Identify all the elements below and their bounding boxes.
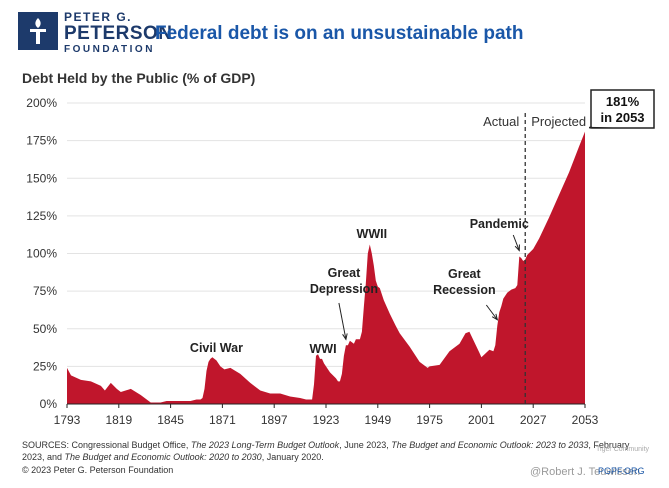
- x-tick-label: 2027: [520, 413, 547, 427]
- source-3-title: The Budget and Economic Outlook: 2020 to…: [64, 452, 262, 462]
- y-tick-label: 200%: [26, 96, 57, 110]
- copyright: © 2023 Peter G. Peterson Foundation: [22, 465, 174, 475]
- projected-label: Projected: [531, 114, 586, 129]
- event-arrow-line: [512, 234, 520, 251]
- callout-year: in 2053: [600, 110, 644, 125]
- event-label: WWI: [309, 342, 336, 356]
- x-tick-label: 2053: [572, 413, 599, 427]
- y-tick-label: 150%: [26, 171, 57, 185]
- event-arrow-line: [485, 304, 498, 321]
- event-arrow-head: [514, 244, 520, 252]
- foundation-logo: [18, 12, 58, 50]
- sources-prefix: SOURCES: Congressional Budget Office,: [22, 440, 191, 450]
- y-tick-label: 0%: [40, 397, 58, 411]
- sources-suffix: , January 2020.: [261, 452, 324, 462]
- event-label: Recession: [433, 283, 496, 297]
- x-tick-label: 1923: [313, 413, 340, 427]
- event-label: Civil War: [190, 341, 243, 355]
- org-name: PETER G. PETERSON FOUNDATION: [64, 11, 173, 55]
- y-tick-label: 50%: [33, 322, 57, 336]
- y-tick-label: 25%: [33, 359, 57, 373]
- torch-handle-icon: [36, 32, 40, 44]
- x-tick-label: 1845: [157, 413, 184, 427]
- watermark-community: Tiger Community: [596, 446, 650, 453]
- chart-title: Debt Held by the Public (% of GDP): [22, 70, 256, 86]
- event-arrow-line: [338, 302, 347, 340]
- y-tick-label: 175%: [26, 134, 57, 148]
- page-title: Federal debt is on an unsustainable path: [155, 23, 524, 44]
- x-tick-label: 1975: [416, 413, 443, 427]
- sources-mid2: , February 2023, and: [22, 440, 630, 462]
- source-1-title: The 2023 Long-Term Budget Outlook: [190, 440, 340, 450]
- event-arrow-head: [491, 313, 499, 321]
- x-tick-label: 1871: [209, 413, 236, 427]
- org-line3: FOUNDATION: [64, 44, 155, 55]
- x-tick-label: 1897: [261, 413, 288, 427]
- x-tick-label: 1949: [364, 413, 391, 427]
- y-tick-label: 100%: [26, 247, 57, 261]
- watermark-author: @Robert J. Teuwissen: [530, 466, 641, 478]
- event-label: Pandemic: [470, 217, 529, 231]
- callout-box: [588, 89, 655, 129]
- event-arrow-head: [342, 333, 348, 341]
- event-label: Depression: [310, 282, 378, 296]
- website-link[interactable]: PGPF.ORG: [598, 466, 645, 476]
- event-label: Great: [328, 266, 361, 280]
- org-line1: PETER G.: [64, 10, 133, 24]
- y-tick-label: 125%: [26, 209, 57, 223]
- callout-value: 181%: [606, 94, 640, 109]
- x-tick-label: 1819: [105, 413, 132, 427]
- sources-note: SOURCES: Congressional Budget Office, Th…: [22, 439, 652, 463]
- y-tick-label: 75%: [33, 284, 57, 298]
- torch-flame-icon: [35, 18, 41, 28]
- actual-label: Actual: [483, 114, 519, 129]
- event-label: Great: [448, 267, 481, 281]
- x-tick-label: 2001: [468, 413, 495, 427]
- sources-mid1: , June 2023,: [339, 440, 392, 450]
- torch-bowl-icon: [30, 29, 46, 32]
- source-2-title: The Budget and Economic Outlook: 2023 to…: [391, 440, 589, 450]
- debt-area: [67, 131, 585, 404]
- org-line2: PETERSON: [64, 23, 173, 44]
- x-tick-label: 1793: [54, 413, 81, 427]
- event-label: WWII: [357, 227, 388, 241]
